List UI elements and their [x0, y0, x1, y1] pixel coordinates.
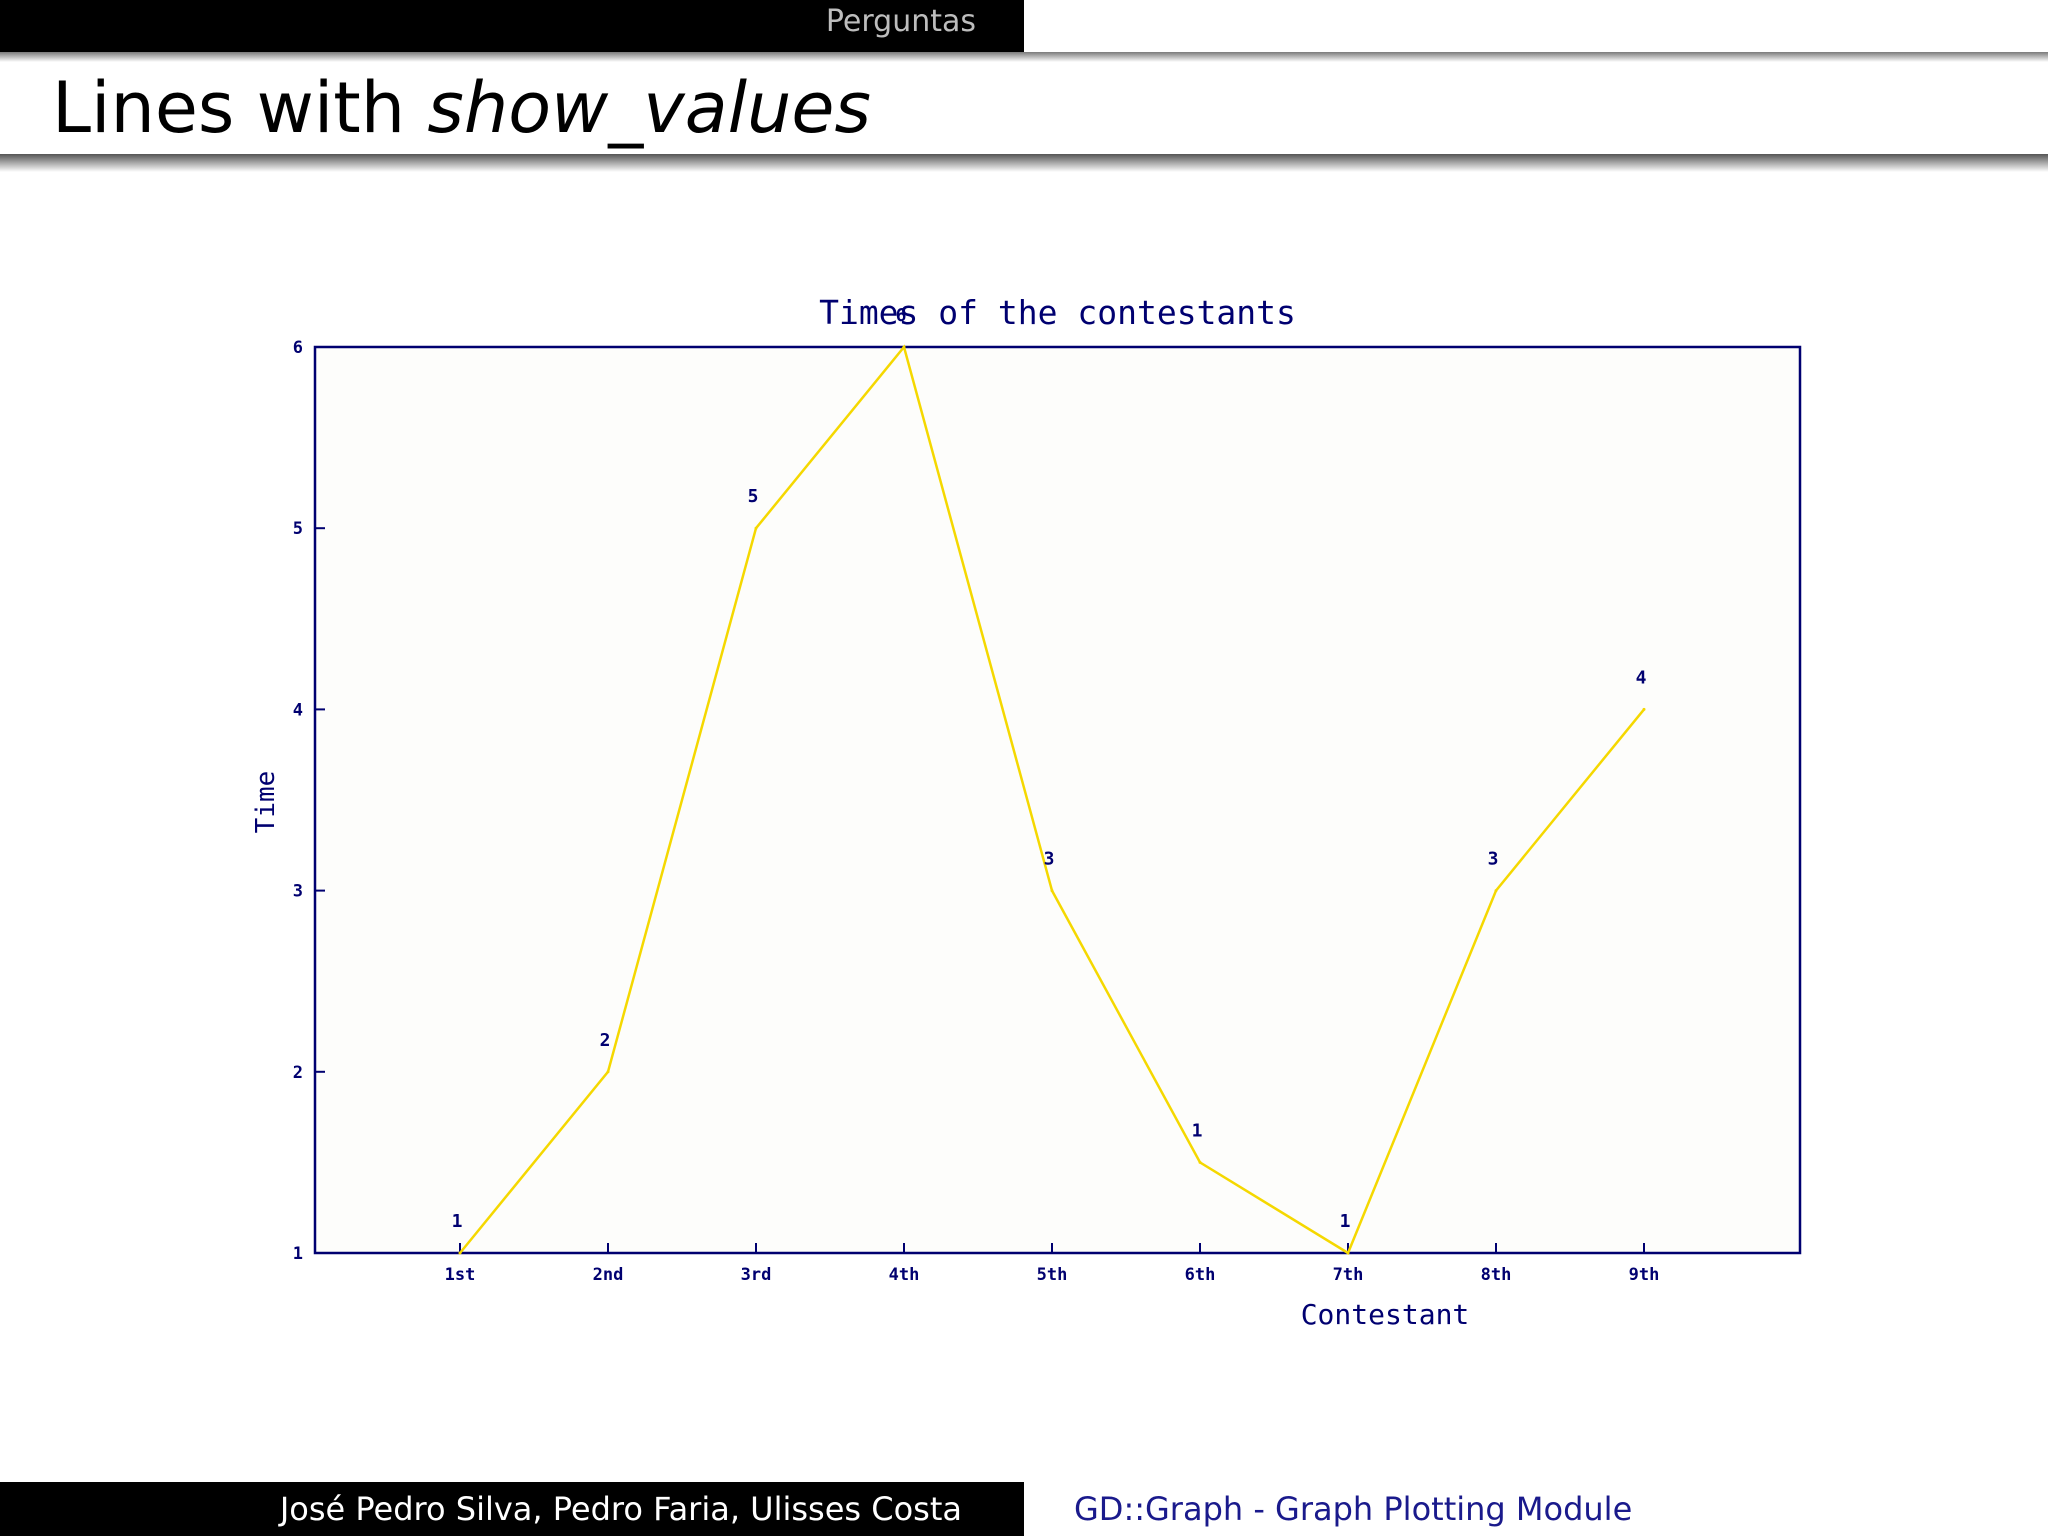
data-point	[1346, 1251, 1350, 1255]
value-label: 6	[896, 305, 907, 326]
plot-frame	[313, 345, 1802, 1255]
x-tick-label: 6th	[1185, 1265, 1216, 1285]
x-tick-label: 2nd	[593, 1265, 624, 1285]
data-point	[1642, 707, 1646, 711]
data-point	[458, 1251, 462, 1255]
value-label: 1	[452, 1211, 463, 1232]
line-chart: Times of the contestants 1 2 3 4 5 6 1st 2nd 3rd 4…	[230, 280, 1830, 1360]
data-point	[606, 1070, 610, 1074]
x-tick-label: 7th	[1333, 1265, 1364, 1285]
title-area: Lines with show_values	[0, 62, 2048, 154]
value-label: 3	[1044, 849, 1055, 870]
x-tick-label: 4th	[889, 1265, 920, 1285]
x-tick-label: 5th	[1037, 1265, 1068, 1285]
value-label: 5	[748, 486, 759, 507]
x-tick-label: 3rd	[741, 1265, 772, 1285]
y-tick-label: 4	[293, 700, 303, 720]
y-tick-label: 6	[293, 338, 303, 358]
section-bar: Perguntas	[0, 0, 1024, 52]
slide-title: Lines with show_values	[52, 62, 871, 154]
data-point	[1198, 1160, 1202, 1164]
x-axis-label: Contestant	[1301, 1298, 1470, 1331]
footer-authors-bar: José Pedro Silva, Pedro Faria, Ulisses C…	[0, 1482, 1024, 1536]
footer-module-title: GD::Graph - Graph Plotting Module	[1074, 1490, 1633, 1528]
value-label: 2	[600, 1030, 611, 1051]
value-label: 1	[1192, 1120, 1203, 1141]
slide-title-italic: show_values	[427, 67, 871, 149]
top-navigation-bar: Perguntas	[0, 0, 2048, 62]
x-tick-label: 9th	[1629, 1265, 1660, 1285]
x-tick-label: 8th	[1481, 1265, 1512, 1285]
data-point	[754, 526, 758, 530]
y-tick-label: 3	[293, 882, 303, 902]
y-tick-label: 5	[293, 519, 303, 539]
value-label: 3	[1488, 849, 1499, 870]
section-label[interactable]: Perguntas	[825, 4, 976, 39]
topbar-shadow	[0, 52, 2048, 62]
chart-svg: Times of the contestants 1 2 3 4 5 6 1st 2nd 3rd 4…	[251, 293, 1802, 1331]
chart-title: Times of the contestants	[819, 293, 1296, 332]
slide-title-plain: Lines with	[52, 67, 428, 149]
data-point	[1050, 889, 1054, 893]
title-shadow	[0, 154, 2048, 172]
y-tick-label: 1	[293, 1244, 303, 1264]
footer-module-bar: GD::Graph - Graph Plotting Module	[1024, 1482, 2048, 1536]
footer-authors: José Pedro Silva, Pedro Faria, Ulisses C…	[279, 1490, 962, 1528]
footer: José Pedro Silva, Pedro Faria, Ulisses C…	[0, 1482, 2048, 1536]
data-point	[1494, 889, 1498, 893]
x-tick-label: 1st	[445, 1265, 476, 1285]
value-label: 1	[1340, 1211, 1351, 1232]
y-tick-label: 2	[293, 1063, 303, 1083]
data-point	[902, 345, 906, 349]
value-label: 4	[1636, 667, 1647, 688]
y-axis-label: Time	[251, 771, 281, 834]
